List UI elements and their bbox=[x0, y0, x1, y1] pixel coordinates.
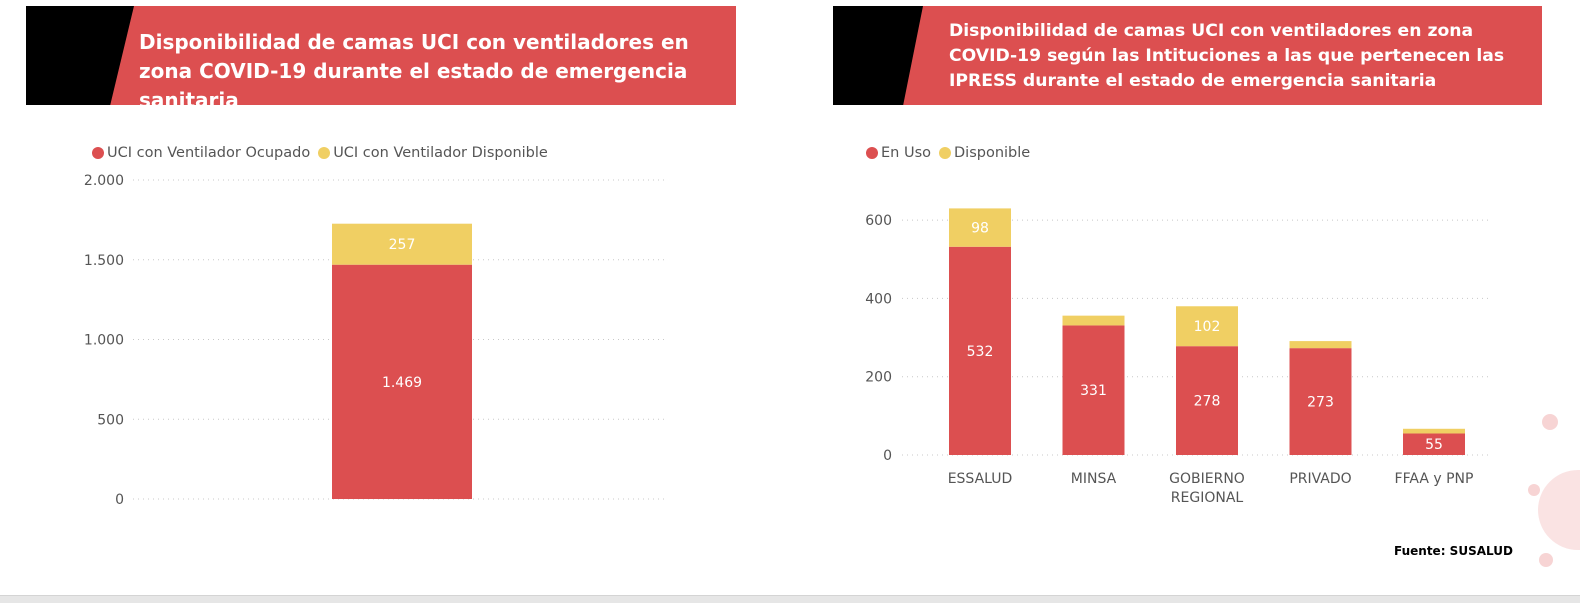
bar-segment bbox=[1289, 341, 1352, 349]
data-label: 102 bbox=[1194, 319, 1221, 335]
bar-segment bbox=[1062, 325, 1125, 455]
y-tick-label: 400 bbox=[865, 291, 892, 307]
x-tick-label: GOBIERNO bbox=[1169, 471, 1245, 487]
left-chart-title: Disponibilidad de camas UCI con ventilad… bbox=[139, 30, 689, 105]
legend-item-en-uso[interactable]: En Uso bbox=[866, 145, 931, 161]
bar-segment bbox=[949, 208, 1011, 247]
left-chart-legend[interactable]: UCI con Ventilador Ocupado UCI con Venti… bbox=[92, 145, 556, 161]
bottom-border bbox=[0, 595, 1580, 603]
bar-segment bbox=[1403, 433, 1465, 455]
data-label: 273 bbox=[1307, 395, 1334, 411]
left-chart-header: Disponibilidad de camas UCI con ventilad… bbox=[26, 6, 736, 105]
y-tick-label: 0 bbox=[883, 448, 892, 464]
right-chart-title: Disponibilidad de camas UCI con ventilad… bbox=[949, 21, 1505, 91]
virus-decoration-icon bbox=[1528, 414, 1580, 567]
left-bar-chart: 0 500 1.000 1.500 2.000 1.469 257 bbox=[84, 173, 665, 508]
bar-segment bbox=[1176, 306, 1238, 347]
bar-segment bbox=[1176, 346, 1238, 455]
right-chart-legend[interactable]: En Uso Disponible bbox=[866, 145, 1038, 161]
legend-item-disponible[interactable]: Disponible bbox=[939, 145, 1030, 161]
legend-item-ocupado[interactable]: UCI con Ventilador Ocupado bbox=[92, 145, 310, 161]
legend-dot-icon bbox=[939, 147, 951, 159]
bar-segment bbox=[1403, 428, 1465, 434]
x-tick-label: FFAA y PNP bbox=[1395, 471, 1474, 487]
legend-label: En Uso bbox=[881, 145, 931, 161]
right-chart-header: Disponibilidad de camas UCI con ventilad… bbox=[833, 6, 1542, 105]
y-tick-label: 1.000 bbox=[84, 333, 124, 349]
y-tick-label: 600 bbox=[865, 213, 892, 229]
legend-item-disponible[interactable]: UCI con Ventilador Disponible bbox=[318, 145, 548, 161]
data-label: 257 bbox=[389, 237, 416, 253]
y-tick-label: 0 bbox=[115, 492, 124, 508]
bar-segment bbox=[332, 264, 472, 499]
data-label: 278 bbox=[1194, 394, 1221, 410]
y-tick-label: 500 bbox=[97, 412, 124, 428]
x-tick-label: ESSALUD bbox=[948, 471, 1013, 487]
legend-dot-icon bbox=[92, 147, 104, 159]
legend-label: Disponible bbox=[954, 145, 1031, 161]
y-tick-label: 200 bbox=[865, 370, 892, 386]
source-note: Fuente: SUSALUD bbox=[1394, 544, 1513, 558]
legend-label: UCI con Ventilador Ocupado bbox=[107, 145, 311, 161]
legend-dot-icon bbox=[866, 147, 878, 159]
legend-dot-icon bbox=[318, 147, 331, 159]
legend-label: UCI con Ventilador Disponible bbox=[333, 145, 548, 161]
x-tick-label: PRIVADO bbox=[1289, 471, 1351, 487]
y-tick-label: 2.000 bbox=[84, 173, 124, 189]
data-label: 532 bbox=[967, 344, 994, 360]
bar-segment bbox=[1062, 315, 1125, 326]
data-label: 1.469 bbox=[382, 375, 422, 391]
bar-segment bbox=[332, 223, 472, 265]
x-tick-label: REGIONAL bbox=[1171, 490, 1244, 506]
data-label: 331 bbox=[1080, 383, 1107, 399]
bar-segment bbox=[1289, 348, 1352, 455]
data-label: 55 bbox=[1425, 437, 1443, 453]
bar-segment bbox=[949, 246, 1011, 455]
right-bar-chart: 0 200 400 600 532 98 ESSALUD 331 MINSA 278 102 GOBI… bbox=[865, 208, 1492, 506]
y-tick-label: 1.500 bbox=[84, 253, 124, 269]
x-tick-label: MINSA bbox=[1071, 471, 1117, 487]
data-label: 98 bbox=[971, 221, 989, 237]
